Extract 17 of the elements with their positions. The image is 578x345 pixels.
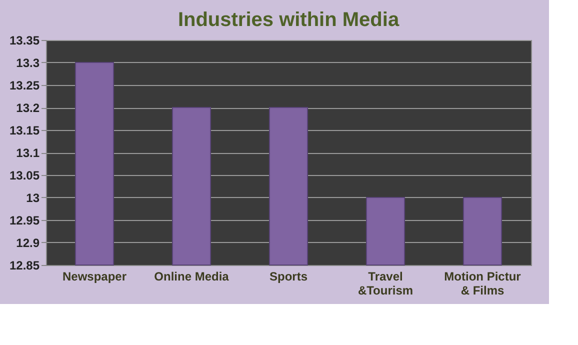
y-tick-label: 13.25 <box>9 78 40 92</box>
y-tick-label: 12.9 <box>16 236 40 250</box>
y-tick-label: 13.05 <box>9 168 40 182</box>
y-tick-label: 12.95 <box>9 214 40 228</box>
x-tick-label: Sports <box>269 270 308 284</box>
y-tick-label: 13.35 <box>9 34 40 48</box>
x-tick-label: Newspaper <box>62 270 127 284</box>
x-tick-label: Travel &Tourism <box>358 270 414 298</box>
y-tick-label: 13 <box>26 191 40 205</box>
y-tick-label: 12.85 <box>9 258 40 272</box>
chart-title: Industries within Media <box>178 9 400 31</box>
y-tick-label: 13.15 <box>9 124 40 138</box>
y-tick-label: 13.2 <box>16 101 40 115</box>
y-tick-label: 13.3 <box>16 56 40 70</box>
y-tick-label: 13.1 <box>16 146 40 160</box>
x-tick-label: Online Media <box>154 270 230 284</box>
x-tick-label: Motion Pictur & Films <box>444 270 522 298</box>
